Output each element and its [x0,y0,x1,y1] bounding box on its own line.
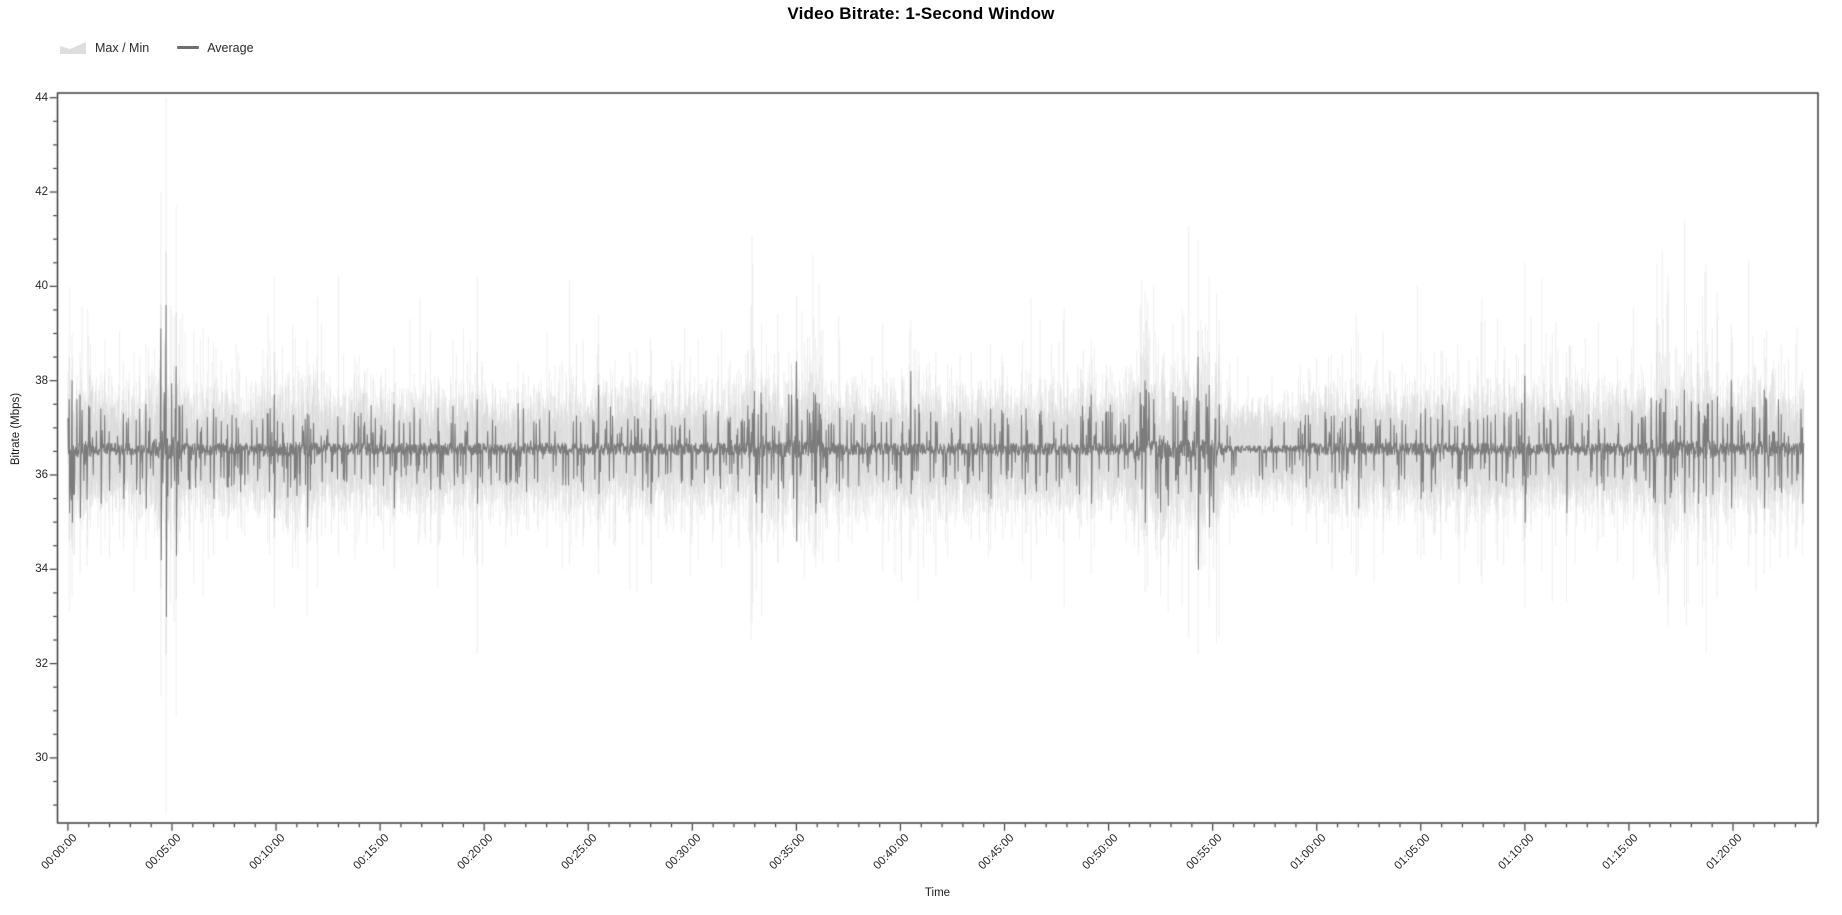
y-tick-label: 36 [35,468,48,481]
y-tick-label: 40 [35,280,48,293]
y-tick-label: 34 [35,563,48,576]
y-tick-label: 38 [35,374,48,387]
x-axis-title: Time [924,887,951,899]
y-tick-label: 30 [35,751,48,764]
y-tick-label: 42 [35,186,48,199]
y-tick-label: 32 [35,657,48,670]
y-axis-title: Bitrate (Mbps) [10,392,22,466]
y-tick-label: 44 [35,91,48,104]
